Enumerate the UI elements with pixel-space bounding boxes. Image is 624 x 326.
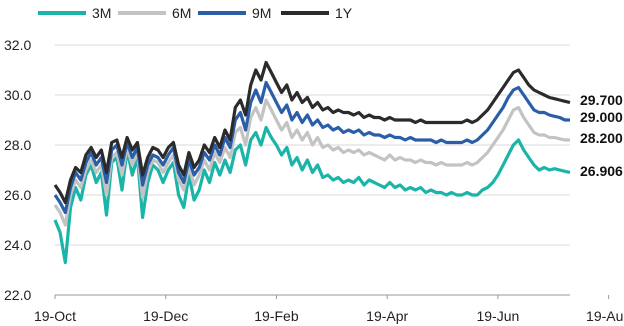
legend-label: 3M [92,5,111,21]
series-line-1Y [53,60,571,205]
y-axis-ticks: 22.0 24.0 26.0 28.0 30.0 32.0 [4,37,31,303]
end-value-label: 28.200 [580,130,623,146]
chart-legend: 3M 6M 9M 1Y [38,5,353,21]
y-tick-label: 28.0 [4,137,31,153]
legend-label: 6M [172,5,191,21]
legend-label: 9M [252,5,271,21]
end-value-label: 29.700 [580,92,623,108]
end-value-label: 26.906 [580,163,623,179]
end-value-label: 29.000 [580,109,623,125]
x-tick-label: 19-Oct [34,308,76,324]
x-tick-label: 19-Apr [366,308,408,324]
series-lines [53,60,571,265]
x-tick-label: 19-Dec [143,308,188,324]
y-tick-label: 24.0 [4,237,31,253]
x-axis-ticks: 19-Oct 19-Dec 19-Feb 19-Apr 19-Jun 19-Aug [34,295,624,324]
series-line-3M [53,125,571,265]
x-tick-label: 19-Jun [476,308,519,324]
y-tick-label: 30.0 [4,87,31,103]
y-tick-label: 26.0 [4,187,31,203]
y-tick-label: 32.0 [4,37,31,53]
legend-label: 1Y [335,5,353,21]
x-tick-label: 19-Aug [586,308,624,324]
series-line-6M [53,98,570,227]
x-tick-label: 19-Feb [254,308,299,324]
y-tick-label: 22.0 [4,287,31,303]
